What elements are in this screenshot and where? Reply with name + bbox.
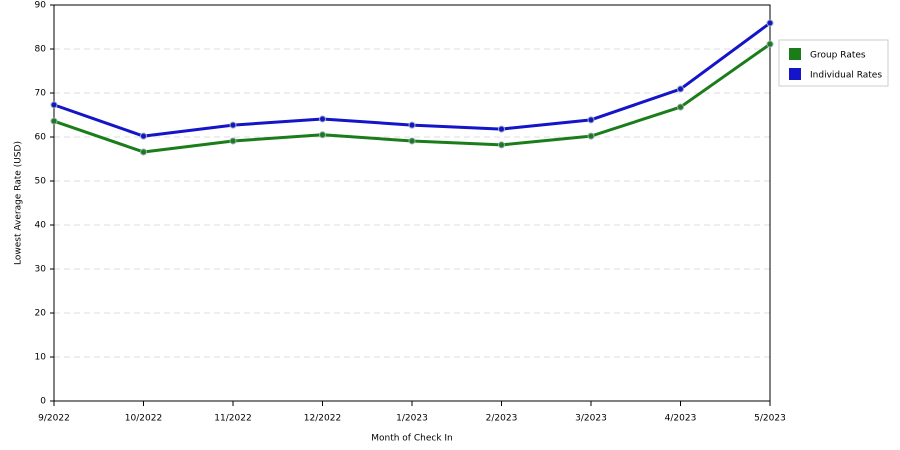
y-tick-label: 90 — [35, 1, 47, 11]
data-point — [498, 125, 505, 133]
y-tick-label: 30 — [35, 265, 47, 275]
x-tick-label: 2/2023 — [486, 414, 518, 424]
x-tick-label: 3/2023 — [575, 414, 607, 424]
legend-swatch — [789, 68, 801, 80]
x-tick-label: 11/2022 — [214, 414, 251, 424]
x-tick-label: 10/2022 — [125, 414, 162, 424]
data-point — [766, 40, 774, 48]
x-tick-label: 4/2023 — [665, 414, 697, 424]
legend-label: Group Rates — [810, 51, 866, 61]
data-point — [498, 141, 505, 149]
data-point — [319, 115, 326, 123]
y-axis-label: Lowest Average Rate (USD) — [14, 141, 24, 265]
data-point — [319, 131, 326, 139]
y-tick-label: 40 — [35, 221, 47, 231]
x-tick-label: 5/2023 — [754, 414, 786, 424]
data-point — [408, 121, 416, 129]
y-tick-label: 70 — [35, 89, 47, 99]
data-point — [677, 103, 684, 111]
data-point — [140, 148, 147, 156]
y-tick-label: 20 — [35, 309, 47, 319]
y-tick-label: 60 — [35, 133, 47, 143]
legend-swatch — [789, 48, 801, 60]
series-line — [53, 42, 771, 154]
data-point — [229, 121, 237, 129]
x-tick-label: 12/2022 — [304, 414, 341, 424]
data-point — [677, 85, 684, 93]
data-point — [50, 117, 58, 125]
y-tick-label: 80 — [35, 45, 47, 55]
x-tick-label: 9/2022 — [38, 414, 70, 424]
data-point — [408, 137, 416, 145]
series-line — [53, 21, 771, 138]
plot-frame — [53, 4, 771, 402]
data-point — [766, 19, 774, 27]
x-axis-label: Month of Check In — [371, 434, 453, 444]
x-tick-label: 1/2023 — [396, 414, 428, 424]
data-point — [229, 137, 237, 145]
data-point — [587, 116, 595, 124]
data-point — [587, 132, 595, 140]
y-tick-label: 10 — [35, 353, 47, 363]
y-tick-label: 0 — [40, 397, 46, 407]
data-point — [50, 101, 58, 109]
legend-label: Individual Rates — [810, 71, 882, 81]
y-tick-label: 50 — [35, 177, 47, 187]
data-point — [140, 132, 147, 140]
